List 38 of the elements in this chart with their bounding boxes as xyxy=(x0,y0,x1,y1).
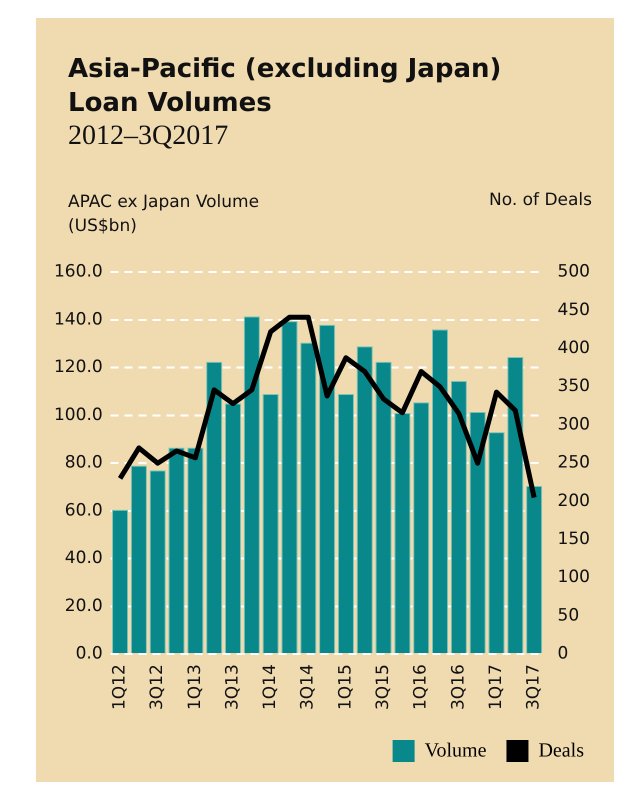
x-tick-label: 3Q12 xyxy=(147,664,168,710)
x-tick-label: 1Q17 xyxy=(486,664,506,710)
chart-subtitle: 2012–3Q2017 xyxy=(68,120,228,152)
y2-tick-label: 500 xyxy=(558,262,590,282)
y-tick-label: 120.0 xyxy=(54,357,103,378)
y-tick-label: 160.0 xyxy=(54,262,103,282)
y2-tick-label: 50 xyxy=(558,605,580,626)
y-tick-label: 100.0 xyxy=(54,404,103,425)
chart-title: Asia-Pacific (excluding Japan) Loan Volumes xyxy=(68,53,502,120)
x-tick-label: 1Q13 xyxy=(184,664,205,710)
y2-tick-label: 250 xyxy=(558,452,590,473)
y-tick-label: 40.0 xyxy=(64,548,103,568)
y2-tick-label: 200 xyxy=(558,490,590,511)
y2-tick-label: 0 xyxy=(558,644,568,664)
x-tick-label: 1Q12 xyxy=(110,664,130,710)
x-tick-label: 1Q14 xyxy=(260,664,280,710)
y2-tick-label: 400 xyxy=(558,338,590,358)
x-tick-label: 1Q16 xyxy=(410,664,431,710)
y2-tick-label: 150 xyxy=(558,529,590,549)
y-tick-label: 140.0 xyxy=(54,309,103,330)
y2-axis-title: No. of Deals xyxy=(489,190,592,210)
y-tick-label: 20.0 xyxy=(64,596,103,616)
legend-label: Deals xyxy=(538,739,584,762)
x-tick-label: 1Q15 xyxy=(335,664,356,710)
y-tick-label: 80.0 xyxy=(64,452,103,473)
x-tick-label: 3Q17 xyxy=(524,664,544,710)
y2-tick-label: 350 xyxy=(558,376,590,396)
y-tick-label: 0.0 xyxy=(76,644,103,664)
y-tick-label: 60.0 xyxy=(64,500,103,520)
y2-tick-label: 100 xyxy=(558,567,590,588)
x-tick-label: 3Q15 xyxy=(372,664,393,710)
x-tick-label: 3Q16 xyxy=(448,664,468,710)
y2-tick-label: 300 xyxy=(558,414,590,434)
y-axis-title: APAC ex Japan Volume (US$bn) xyxy=(68,191,260,238)
x-tick-label: 3Q14 xyxy=(298,664,318,710)
x-tick-label: 3Q13 xyxy=(222,664,242,710)
legend-label: Volume xyxy=(424,739,487,762)
y2-tick-label: 450 xyxy=(558,300,590,320)
